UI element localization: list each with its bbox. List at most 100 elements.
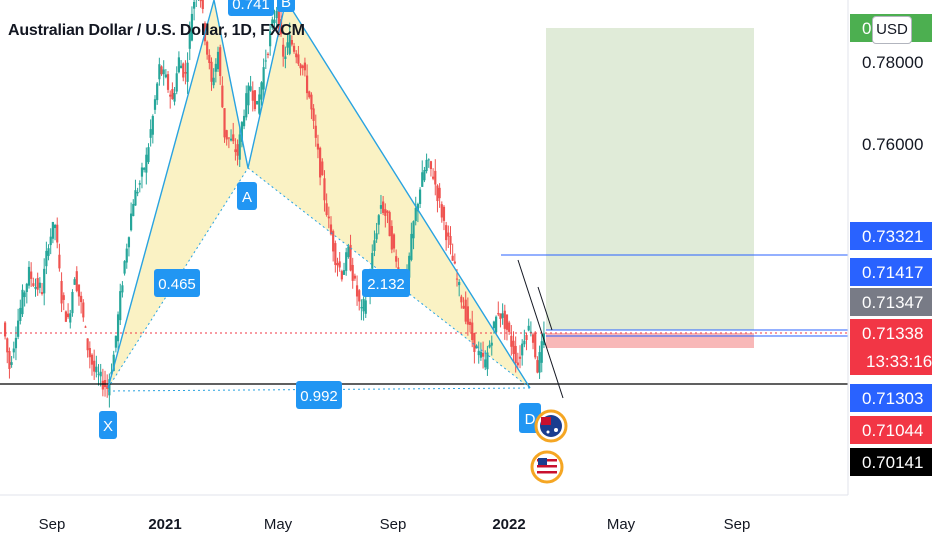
candle-body (212, 77, 215, 86)
candle-body (508, 322, 511, 332)
candle-body (116, 314, 120, 342)
candle-body (310, 94, 313, 110)
x-tick-label: Sep (724, 516, 751, 533)
trend-line (517, 259, 564, 399)
pattern-xab-fill (108, 0, 248, 388)
price-tag-label: 0.73321 (862, 227, 923, 246)
candle-body (108, 379, 111, 396)
candle-body (421, 172, 424, 187)
candle-body (503, 310, 506, 329)
candle-body (164, 74, 167, 78)
candle-body (521, 343, 524, 356)
candle-body (449, 236, 452, 245)
candle-body (19, 307, 22, 321)
trend-line-2 (537, 286, 553, 331)
candle-body (27, 266, 31, 286)
candle-body (206, 41, 209, 55)
candle-body (253, 90, 257, 110)
time-axis: Sep 2021 May Sep 2022 May Sep (0, 494, 848, 533)
candle-body (240, 122, 244, 142)
candle-body (303, 62, 307, 71)
candle-body (66, 313, 70, 317)
candle-body (529, 331, 532, 333)
candle-body (527, 325, 530, 331)
candle-body (329, 224, 333, 235)
candle-body (345, 252, 348, 271)
candle-body (364, 300, 367, 314)
candle-body (473, 333, 476, 352)
candle-body (475, 345, 478, 349)
point-label-a: 0.741 (228, 0, 274, 16)
candle-body (238, 134, 241, 160)
ratio-box-0992: 0.992 (296, 381, 342, 409)
candle-body (123, 261, 126, 274)
candle-body (427, 159, 430, 161)
candle-body (516, 362, 519, 366)
candle-body (166, 74, 170, 90)
candle-body (62, 295, 65, 300)
candle-body (340, 271, 343, 280)
candle-body (130, 213, 133, 231)
y-tick-label: 0.76000 (862, 135, 923, 154)
point-label-b-text: A (242, 189, 252, 206)
candle-body (453, 261, 456, 264)
candle-body (106, 385, 109, 389)
candle-body (442, 206, 446, 221)
candle-body (499, 313, 502, 320)
candle-body (525, 334, 528, 341)
candle-body (138, 183, 141, 185)
candle-body (82, 302, 85, 318)
candle-body (53, 224, 57, 229)
candle-body (93, 360, 96, 372)
candle-body (464, 299, 467, 322)
candle-body (190, 13, 194, 41)
candle-body (156, 83, 159, 101)
price-tag-label: 0.71044 (862, 421, 923, 440)
price-tag-bg (850, 384, 932, 412)
candle-body (136, 192, 139, 194)
australia-flag-icon[interactable] (534, 409, 568, 443)
candle-body (223, 108, 226, 138)
candle-body (71, 291, 74, 314)
candle-body (512, 340, 515, 355)
candle-body (171, 89, 174, 100)
candle-body (51, 221, 54, 239)
candle-body (169, 94, 172, 97)
candle-body (266, 53, 270, 55)
candle-body (12, 348, 15, 353)
currency-button[interactable]: USD (872, 16, 912, 44)
candle-body (264, 60, 267, 62)
candle-body (84, 326, 87, 328)
candle-body (351, 264, 354, 281)
point-label-c-text: B (281, 0, 291, 11)
usa-flag-icon[interactable] (530, 450, 564, 484)
candle-body (6, 338, 9, 353)
candle-body (158, 64, 161, 80)
stop-zone (546, 333, 754, 348)
candle-body (375, 233, 378, 240)
ratio-box-2132: 2.132 (362, 269, 410, 297)
candle-body (90, 354, 94, 365)
candle-body (32, 283, 35, 286)
x-tick-label: Sep (380, 516, 407, 533)
candle-body (30, 271, 33, 279)
candle-body (338, 261, 341, 268)
candle-body (384, 209, 387, 216)
candle-body (301, 65, 304, 69)
candle-body (325, 203, 328, 216)
candle-body (353, 275, 356, 279)
candle-body (219, 47, 222, 76)
candle-body (162, 69, 165, 75)
candle-body (95, 366, 98, 373)
candle-body (468, 321, 472, 325)
candle-body (425, 159, 428, 172)
candle-body (334, 243, 337, 265)
candle-body (160, 66, 163, 75)
candle-body (377, 215, 380, 225)
x-tick-label: Sep (39, 516, 66, 533)
candle-body (45, 250, 48, 267)
price-tag-bg (850, 222, 932, 250)
price-tag-label: 0.71338 (862, 324, 923, 343)
candle-body (418, 189, 422, 204)
candle-body (471, 322, 474, 340)
